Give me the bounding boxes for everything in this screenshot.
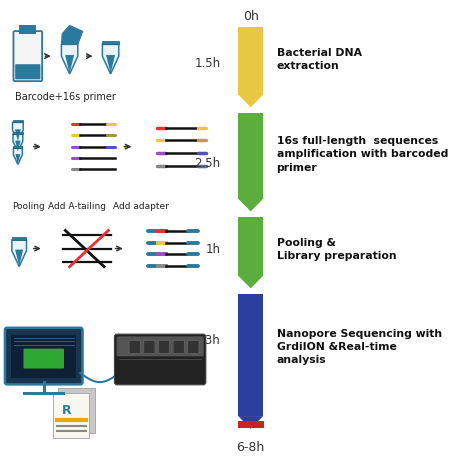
Bar [19, 26, 36, 35]
Text: 16s full-length  sequences
amplification with barcoded
primer: 16s full-length sequences amplification … [276, 136, 448, 172]
Polygon shape [13, 149, 22, 165]
Polygon shape [62, 45, 78, 75]
Text: 1h: 1h [206, 242, 220, 256]
FancyBboxPatch shape [15, 65, 40, 80]
Text: 2.5h: 2.5h [194, 157, 220, 170]
Text: 6-8h: 6-8h [237, 440, 265, 453]
Text: Add A-tailing: Add A-tailing [48, 202, 106, 211]
Polygon shape [12, 123, 23, 142]
FancyBboxPatch shape [58, 388, 95, 433]
Polygon shape [238, 95, 263, 108]
Text: 1-3h: 1-3h [194, 333, 220, 346]
Polygon shape [65, 56, 74, 74]
FancyBboxPatch shape [53, 392, 90, 438]
Bar [238, 218, 263, 276]
Text: Pooling: Pooling [12, 202, 45, 211]
Bar [238, 294, 263, 416]
Bar [13, 147, 22, 149]
Polygon shape [15, 250, 23, 266]
Polygon shape [102, 45, 119, 75]
Bar [238, 113, 263, 199]
Text: Barcode+16s primer: Barcode+16s primer [15, 92, 116, 102]
FancyBboxPatch shape [13, 32, 42, 82]
FancyBboxPatch shape [173, 341, 184, 354]
Text: Bacterial DNA
extraction: Bacterial DNA extraction [276, 48, 362, 71]
Polygon shape [15, 141, 20, 152]
FancyBboxPatch shape [188, 341, 199, 354]
Bar [238, 28, 263, 95]
FancyBboxPatch shape [158, 341, 170, 354]
FancyBboxPatch shape [129, 341, 140, 354]
Bar [12, 121, 23, 123]
Text: Add adapter: Add adapter [113, 202, 169, 211]
Polygon shape [15, 130, 21, 142]
Text: R: R [62, 403, 72, 416]
Bar [13, 133, 23, 135]
FancyBboxPatch shape [5, 328, 82, 385]
FancyBboxPatch shape [144, 341, 155, 354]
Polygon shape [13, 135, 23, 152]
Text: Nanopore Sequencing with
GrdiION &Real-time
analysis: Nanopore Sequencing with GrdiION &Real-t… [276, 328, 442, 364]
Bar [12, 237, 27, 241]
Text: Pooling &
Library preparation: Pooling & Library preparation [276, 237, 396, 261]
Polygon shape [238, 199, 263, 212]
FancyBboxPatch shape [24, 349, 64, 369]
Bar [238, 421, 264, 428]
Bar [102, 42, 119, 45]
Polygon shape [238, 276, 263, 289]
Polygon shape [238, 416, 263, 429]
Polygon shape [106, 56, 115, 74]
FancyBboxPatch shape [117, 336, 204, 357]
FancyBboxPatch shape [11, 335, 76, 378]
Polygon shape [62, 27, 83, 45]
FancyBboxPatch shape [114, 335, 206, 385]
Polygon shape [12, 241, 27, 267]
Text: 1.5h: 1.5h [194, 57, 220, 70]
Polygon shape [15, 155, 20, 165]
Text: 0h: 0h [243, 10, 259, 23]
